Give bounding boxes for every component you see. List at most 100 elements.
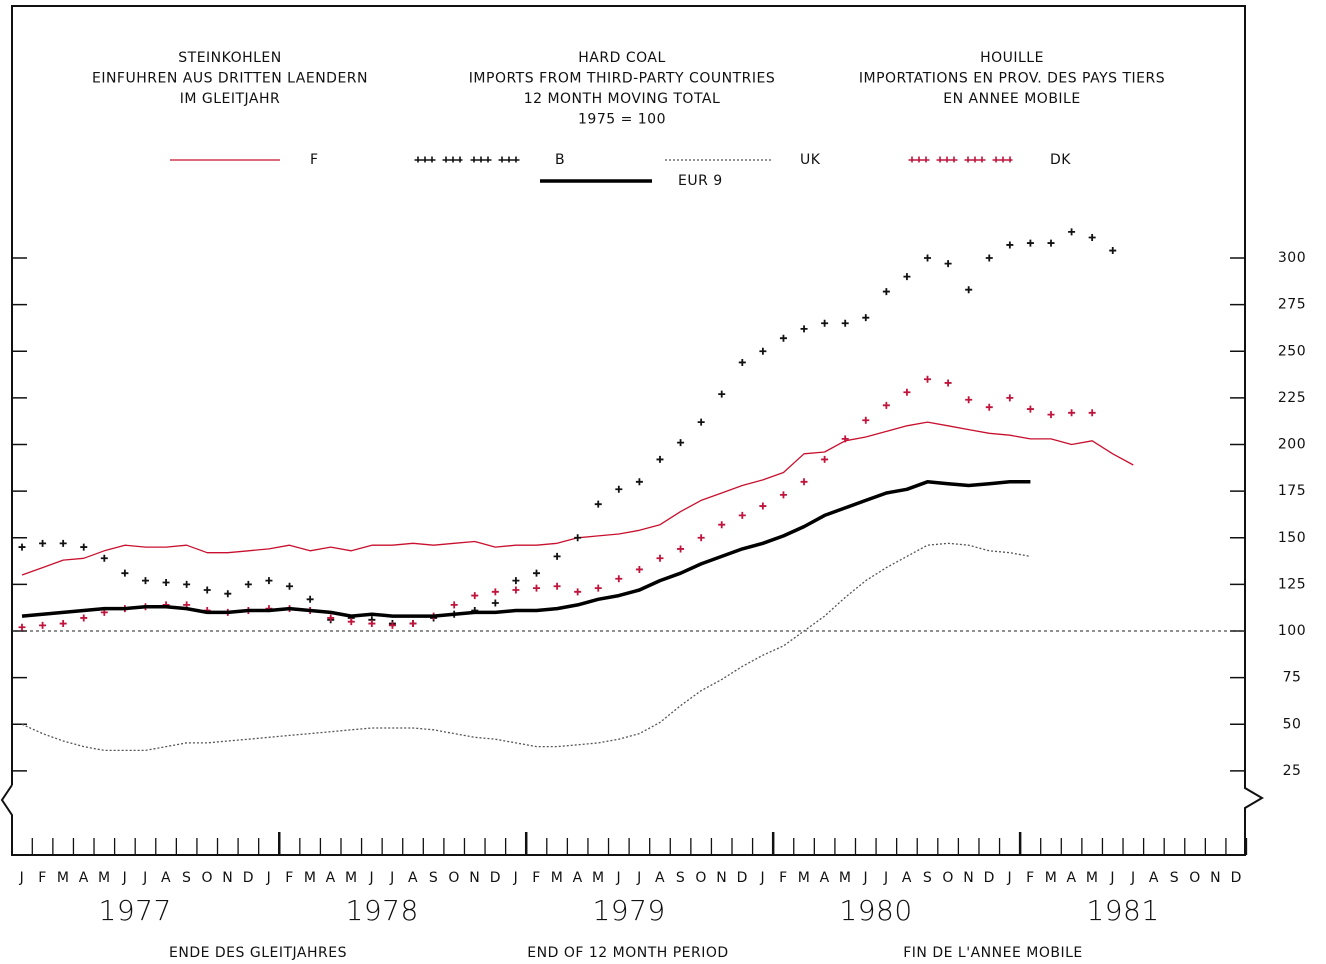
year-label: 1979	[592, 894, 665, 927]
series-line	[21, 542, 1031, 752]
legend-label: EUR 9	[678, 173, 723, 189]
cross-marker	[286, 582, 294, 590]
x-tick-label: M	[304, 870, 317, 886]
cross-marker	[491, 588, 499, 596]
cross-marker	[533, 584, 540, 592]
x-tick-label: O	[942, 870, 954, 886]
legend-label: B	[555, 152, 565, 168]
x-axis-label: FIN DE L'ANNEE MOBILE	[903, 945, 1082, 961]
x-tick-label: A	[820, 870, 830, 886]
legend-swatch	[922, 156, 930, 163]
legend-swatch	[992, 156, 1000, 163]
legend-swatch	[908, 156, 916, 163]
x-tick-label: F	[1026, 870, 1035, 886]
x-tick-label: D	[984, 870, 995, 886]
y-tick-label: 125	[1278, 576, 1306, 592]
x-tick-label: J	[142, 870, 148, 886]
x-tick-label: A	[326, 870, 336, 886]
cross-marker	[80, 543, 88, 551]
legend-swatch	[456, 156, 463, 163]
legend-swatch	[942, 156, 951, 163]
x-tick-label: M	[839, 870, 852, 886]
x-tick-label: J	[1007, 870, 1013, 886]
cross-marker	[697, 534, 705, 542]
cross-marker	[450, 601, 458, 609]
y-tick-label: 25	[1283, 763, 1302, 779]
y-tick-label: 200	[1278, 437, 1306, 453]
x-tick-label: A	[902, 870, 912, 886]
x-tick-label: D	[737, 870, 748, 886]
legend-label: DK	[1050, 152, 1071, 168]
cross-marker	[656, 455, 664, 463]
cross-marker	[924, 375, 932, 383]
cross-marker	[841, 435, 849, 443]
cross-marker	[39, 539, 47, 547]
legend-swatch	[978, 156, 986, 163]
title-line: HOUILLE	[980, 50, 1044, 66]
x-tick-label: D	[490, 870, 501, 886]
x-tick-label: S	[923, 870, 932, 886]
cross-marker	[141, 577, 149, 585]
x-tick-label: N	[963, 870, 974, 886]
x-tick-label: A	[1149, 870, 1159, 886]
cross-marker	[18, 543, 26, 551]
cross-marker	[388, 621, 396, 629]
cross-marker	[59, 539, 67, 547]
cross-marker	[656, 554, 664, 562]
x-tick-label: D	[1231, 870, 1242, 886]
year-label: 1977	[99, 894, 172, 927]
cross-marker	[553, 582, 561, 590]
legend-swatch	[971, 156, 979, 163]
x-tick-label: J	[883, 870, 889, 886]
cross-marker	[800, 325, 808, 333]
year-label: 1980	[839, 894, 912, 927]
title-line: 12 MONTH MOVING TOTAL	[524, 91, 721, 107]
cross-marker	[471, 592, 479, 600]
legend-swatch	[470, 156, 478, 163]
cross-marker	[491, 599, 499, 607]
x-tick-label: J	[19, 870, 25, 886]
x-tick-label: M	[1086, 870, 1099, 886]
legend-swatch	[484, 156, 492, 163]
title-line: IMPORTATIONS EN PROV. DES PAYS TIERS	[859, 71, 1165, 87]
x-tick-label: J	[389, 870, 395, 886]
cross-marker	[244, 580, 252, 588]
cross-marker	[1006, 241, 1014, 249]
cross-marker	[18, 623, 26, 631]
legend-swatch	[512, 156, 520, 163]
title-line: HARD COAL	[578, 50, 666, 66]
series-line	[21, 480, 1031, 618]
x-tick-label: J	[760, 870, 766, 886]
x-tick-label: A	[161, 870, 171, 886]
cross-marker	[512, 577, 520, 585]
x-tick-label: S	[1170, 870, 1179, 886]
x-tick-label: J	[615, 870, 621, 886]
cross-marker	[779, 334, 787, 342]
cross-marker	[203, 586, 211, 594]
x-tick-label: A	[655, 870, 665, 886]
cross-marker	[944, 379, 952, 387]
cross-marker	[121, 569, 129, 577]
cross-marker	[882, 401, 890, 409]
x-tick-label: J	[369, 870, 375, 886]
cross-marker	[677, 545, 685, 553]
x-tick-label: A	[79, 870, 89, 886]
legend-label: UK	[800, 152, 821, 168]
x-axis-label: END OF 12 MONTH PERIOD	[527, 945, 728, 961]
legend-swatch	[915, 156, 923, 163]
y-tick-label: 225	[1278, 390, 1306, 406]
cross-marker	[882, 288, 890, 296]
cross-marker	[800, 478, 808, 486]
cross-marker	[1088, 409, 1096, 417]
cross-marker	[594, 500, 602, 508]
x-tick-label: S	[429, 870, 438, 886]
legend-swatch	[950, 156, 958, 163]
title-line: IMPORTS FROM THIRD-PARTY COUNTRIES	[469, 71, 775, 87]
series-line	[21, 421, 1134, 576]
legend-swatch	[936, 156, 943, 163]
legend-swatch	[414, 156, 422, 163]
cross-marker	[759, 502, 767, 510]
cross-marker	[903, 273, 911, 281]
cross-marker	[718, 390, 726, 398]
